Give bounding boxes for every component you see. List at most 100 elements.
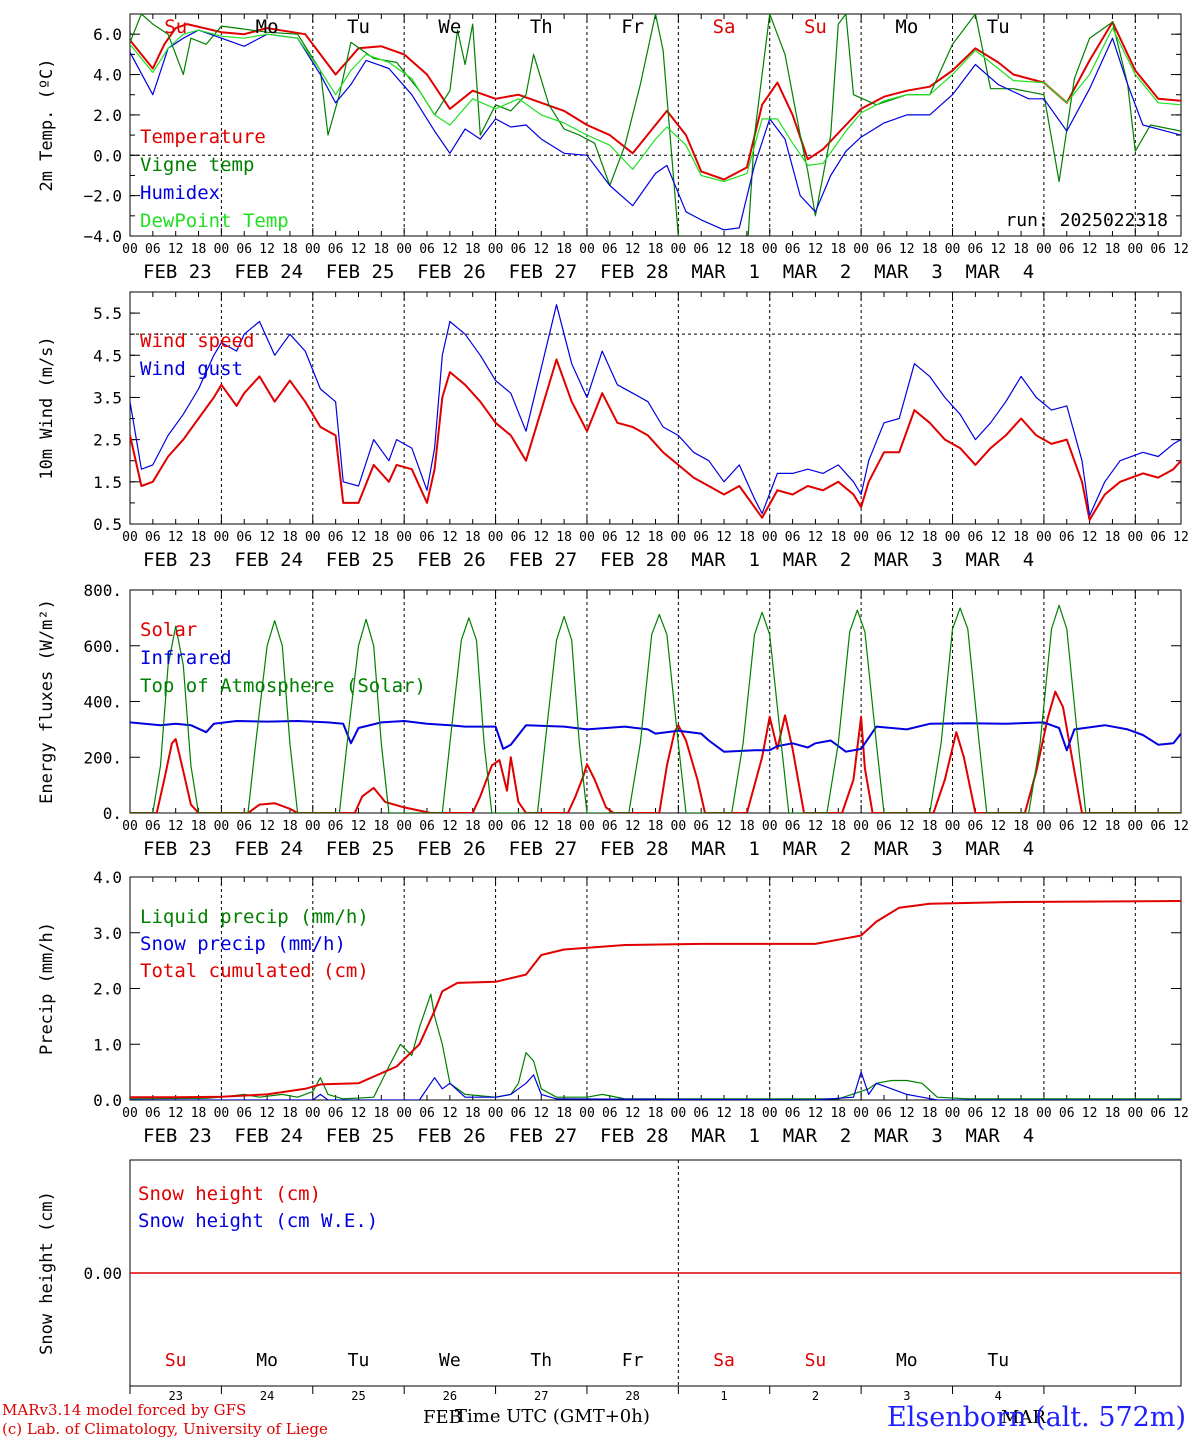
hour-label: 18 [1013,819,1029,834]
hour-label: 06 [876,242,892,257]
date-label: FEB 24 [234,261,303,283]
hour-label: 18 [648,1106,664,1121]
day-name-bottom: Tu [348,1350,370,1371]
hour-label: 00 [305,1106,321,1121]
day-name-top: Mo [256,16,279,38]
day-name-top: Sa [713,16,736,38]
hour-label: 12 [533,1106,549,1121]
hour-label: 00 [488,819,504,834]
hour-label: 12 [442,1106,458,1121]
hour-label: 00 [488,530,504,545]
hour-label: 12 [990,530,1006,545]
hour-label: 06 [785,242,801,257]
hour-label: 00 [579,530,595,545]
hour-label: 12 [259,819,275,834]
date-label: FEB 27 [509,549,578,571]
hour-label: 00 [762,242,778,257]
hour-label: 18 [739,242,755,257]
panel-precip: 4.0 3.0 2.0 1.0 0.0 Precip (mm/h) Liquid preci… [37,868,1189,1147]
date-label: FEB 28 [600,1125,669,1147]
day-number: 1 [720,1389,727,1403]
hour-label: 00 [214,819,230,834]
hour-label: 06 [1059,819,1075,834]
hour-label: 12 [351,530,367,545]
y-axis-label: Snow height (cm) [37,1191,57,1355]
hour-label: 12 [259,530,275,545]
legend-entry: Total cumulated (cm) [140,960,369,982]
hour-label: 00 [945,530,961,545]
hour-label: 00 [122,1106,138,1121]
credit-line-2: (c) Lab. of Climatology, University of L… [2,1420,328,1438]
hour-label: 06 [145,530,161,545]
hour-label: 06 [1150,819,1166,834]
day-number: 3 [903,1389,910,1403]
hour-label: 12 [1173,242,1189,257]
hour-label: 06 [145,819,161,834]
date-label: FEB 24 [234,838,303,860]
hour-label: 06 [236,530,252,545]
hour-label: 12 [990,242,1006,257]
legend-entry: Wind gust [140,358,243,380]
hour-label: 12 [533,530,549,545]
hour-label: 12 [808,819,824,834]
hour-label: 00 [945,819,961,834]
day-name-top: Su [164,16,187,38]
hour-label: 06 [145,1106,161,1121]
hour-label: 00 [305,530,321,545]
hour-label: 00 [1127,530,1143,545]
hour-label: 18 [556,819,572,834]
hour-label: 18 [373,242,389,257]
series-green-line [130,993,1181,1100]
date-label: MAR 2 [783,838,852,860]
hour-label: 06 [602,530,618,545]
y-tick-label: 200. [83,748,122,767]
hour-label: 00 [853,819,869,834]
hour-label: 06 [328,819,344,834]
legend-entry: Snow height (cm) [138,1183,321,1205]
date-label: MAR 4 [966,838,1035,860]
hour-label: 00 [762,1106,778,1121]
hour-label: 18 [830,242,846,257]
hour-label: 00 [1036,530,1052,545]
y-tick-label: 400. [83,693,122,712]
hour-label: 00 [853,530,869,545]
hour-label: 06 [419,1106,435,1121]
date-label: FEB 26 [417,838,486,860]
hour-label: 00 [1127,819,1143,834]
day-name-top: Tu [347,16,370,38]
hour-label: 12 [625,530,641,545]
hour-label: 00 [579,1106,595,1121]
hour-label: 18 [1013,530,1029,545]
day-name-top: Fr [621,16,644,38]
y-tick-label: 2.0 [93,106,122,125]
hour-label: 06 [1150,242,1166,257]
date-label: FEB 26 [417,261,486,283]
hour-label: 12 [1173,1106,1189,1121]
xaxis-label: Time UTC (GMT+0h) [455,1406,650,1427]
date-label: FEB 23 [143,1125,212,1147]
month-label-feb: FEB [423,1407,462,1428]
hour-label: 06 [693,819,709,834]
y-tick-label: 0.0 [93,146,122,165]
legend-entry: DewPoint Temp [140,210,289,232]
hour-label: 18 [556,1106,572,1121]
day-name-top: Th [530,16,553,38]
day-name-bottom: Mo [896,1350,918,1371]
y-tick-label: 1.5 [93,473,122,492]
series-red-line [130,690,1181,813]
hour-label: 06 [785,1106,801,1121]
hour-label: 06 [328,530,344,545]
hour-label: 18 [373,1106,389,1121]
date-label: MAR 2 [783,261,852,283]
legend-entry: Liquid precip (mm/h) [140,906,369,928]
hour-label: 06 [693,1106,709,1121]
y-tick-label: 600. [83,637,122,656]
day-number: 24 [260,1389,274,1403]
day-name-top: Su [804,16,827,38]
hour-label: 12 [442,242,458,257]
y-tick-label: 4.0 [93,66,122,85]
hour-label: 06 [236,242,252,257]
legend-entry: Top of Atmosphere (Solar) [140,675,426,697]
hour-label: 06 [1059,242,1075,257]
